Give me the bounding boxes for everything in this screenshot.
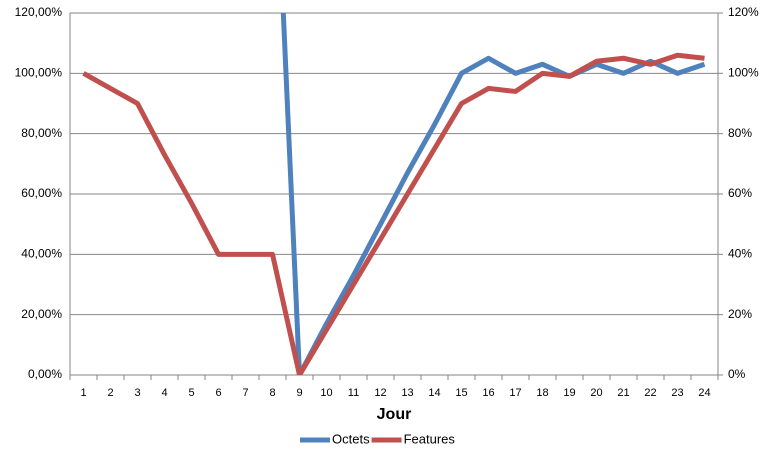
y-tick-label: 20,00% xyxy=(21,307,62,321)
y2-tick-label: 100% xyxy=(728,66,759,80)
x-tick-label: 9 xyxy=(296,387,302,399)
x-tick-label: 12 xyxy=(374,387,386,399)
y2-tick-label: 40% xyxy=(728,247,752,261)
x-tick-label: 14 xyxy=(428,387,440,399)
y2-tick-label: 0% xyxy=(728,367,746,381)
x-tick-label: 2 xyxy=(107,387,113,399)
y-tick-label: 40,00% xyxy=(21,247,62,261)
series-line xyxy=(280,13,706,375)
plot-area xyxy=(82,13,706,375)
x-tick-label: 23 xyxy=(671,387,683,399)
x-tick-label: 17 xyxy=(509,387,521,399)
legend-label: Features xyxy=(404,431,456,446)
y-tick-label: 60,00% xyxy=(21,186,62,200)
x-tick-label: 7 xyxy=(242,387,248,399)
series-line xyxy=(82,52,705,375)
x-tick-label: 22 xyxy=(644,387,656,399)
x-tick-label: 8 xyxy=(269,387,275,399)
legend-label: Octets xyxy=(332,431,370,446)
x-tick-label: 3 xyxy=(134,387,140,399)
x-tick-label: 6 xyxy=(215,387,221,399)
y2-tick-label: 80% xyxy=(728,126,752,140)
x-tick-label: 15 xyxy=(455,387,467,399)
x-tick-label: 1 xyxy=(80,387,86,399)
x-tick-label: 18 xyxy=(536,387,548,399)
x-tick-label: 20 xyxy=(590,387,602,399)
x-tick-label: 19 xyxy=(563,387,575,399)
x-axis-title: Jour xyxy=(377,406,412,423)
y2-tick-label: 20% xyxy=(728,307,752,321)
x-tick-label: 13 xyxy=(401,387,413,399)
y-tick-label: 0,00% xyxy=(28,367,62,381)
x-tick-label: 24 xyxy=(698,387,710,399)
x-tick-label: 4 xyxy=(161,387,167,399)
y2-tick-label: 60% xyxy=(728,186,752,200)
x-tick-label: 5 xyxy=(188,387,194,399)
y2-tick-label: 120% xyxy=(728,5,759,19)
x-tick-label: 16 xyxy=(482,387,494,399)
y-tick-label: 100,00% xyxy=(15,66,63,80)
x-tick-label: 10 xyxy=(320,387,332,399)
y-tick-label: 120,00% xyxy=(15,5,63,19)
x-tick-label: 21 xyxy=(617,387,629,399)
y-tick-label: 80,00% xyxy=(21,126,62,140)
x-tick-label: 11 xyxy=(348,387,359,399)
